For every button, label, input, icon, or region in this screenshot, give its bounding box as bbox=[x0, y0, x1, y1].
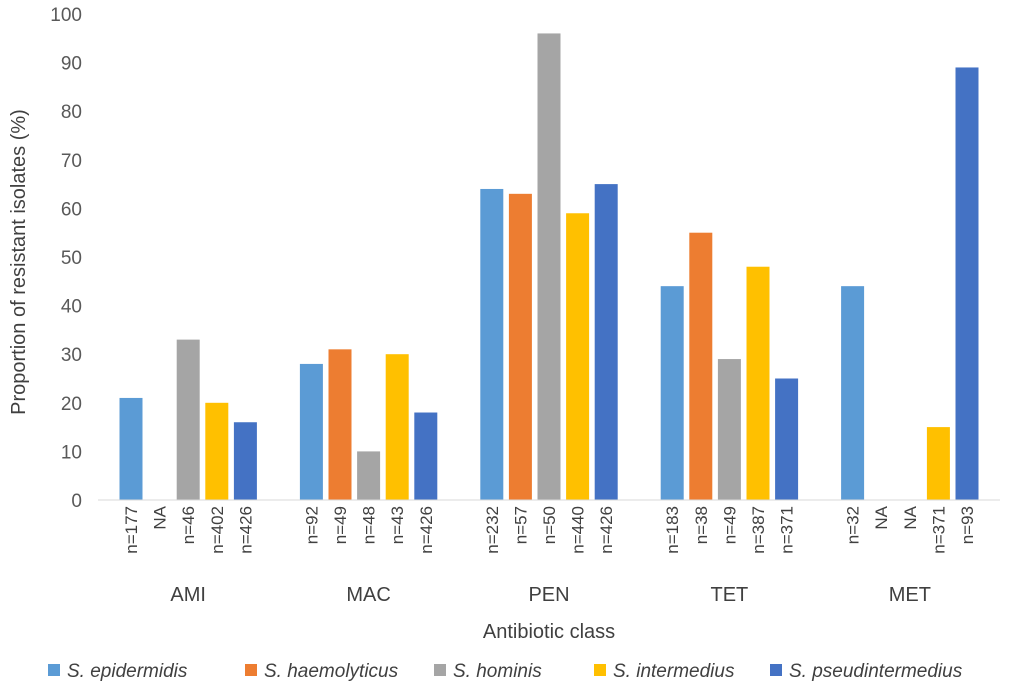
x-axis-title: Antibiotic class bbox=[483, 621, 615, 643]
bar bbox=[746, 266, 770, 500]
bar bbox=[689, 232, 713, 500]
sample-size-label: NA bbox=[151, 505, 170, 529]
y-tick-label: 90 bbox=[61, 54, 82, 75]
sample-size-label: n=371 bbox=[929, 506, 948, 554]
y-tick-label: 80 bbox=[61, 102, 82, 123]
sample-size-label: n=57 bbox=[511, 506, 530, 544]
legend-label: S. haemolyticus bbox=[264, 661, 399, 682]
bar bbox=[119, 397, 143, 500]
sample-size-label: n=440 bbox=[569, 506, 588, 554]
bar bbox=[205, 402, 229, 500]
bar bbox=[233, 422, 257, 500]
category-label: AMI bbox=[170, 584, 206, 606]
bar bbox=[566, 213, 590, 500]
sample-size-label: NA bbox=[901, 505, 920, 529]
sample-size-label: n=426 bbox=[236, 506, 255, 554]
legend-label: S. intermedius bbox=[613, 661, 735, 682]
bar bbox=[660, 286, 684, 500]
sample-size-label: NA bbox=[872, 505, 891, 529]
y-axis-title-group: Proportion of resistant isolates (%) bbox=[8, 109, 30, 415]
legend-label: S. pseudintermedius bbox=[789, 661, 963, 682]
category-label: MET bbox=[889, 584, 931, 606]
bar bbox=[414, 412, 438, 500]
bar bbox=[299, 363, 323, 500]
legend-swatch bbox=[434, 664, 446, 676]
y-tick-label: 60 bbox=[61, 199, 82, 220]
sample-size-label: n=48 bbox=[360, 506, 379, 544]
legend-swatch bbox=[245, 664, 257, 676]
bar bbox=[176, 339, 200, 500]
bars bbox=[119, 33, 979, 501]
bar bbox=[717, 359, 741, 500]
category-label: TET bbox=[711, 584, 749, 606]
sample-size-label: n=402 bbox=[208, 506, 227, 554]
y-tick-label: 70 bbox=[61, 151, 82, 172]
sample-size-label: n=232 bbox=[483, 506, 502, 554]
bar bbox=[508, 193, 532, 500]
y-tick-label: 50 bbox=[61, 248, 82, 269]
category-label: PEN bbox=[528, 584, 569, 606]
bar bbox=[841, 286, 865, 500]
sample-size-label: n=38 bbox=[692, 506, 711, 544]
category-labels: AMI MAC PEN TET MET bbox=[170, 584, 930, 606]
sample-size-label: n=426 bbox=[597, 506, 616, 554]
y-tick-label: 30 bbox=[61, 345, 82, 366]
sample-size-label: n=49 bbox=[720, 506, 739, 544]
legend-swatch bbox=[594, 664, 606, 676]
bar bbox=[537, 33, 561, 500]
y-axis-title: Proportion of resistant isolates (%) bbox=[8, 109, 30, 415]
sample-size-label: n=92 bbox=[302, 506, 321, 544]
legend-label: S. hominis bbox=[453, 661, 542, 682]
y-tick-label: 0 bbox=[71, 491, 82, 512]
sample-size-label: n=43 bbox=[388, 506, 407, 544]
bar bbox=[328, 349, 352, 500]
y-tick-label: 20 bbox=[61, 394, 82, 415]
bar bbox=[955, 67, 979, 501]
sample-size-label: n=426 bbox=[417, 506, 436, 554]
sample-size-label: n=32 bbox=[844, 506, 863, 544]
sample-size-labels: n=177 NA n=46 n=402 n=426 n=92 n=49 n=48 n=43 n=4… bbox=[122, 505, 977, 553]
bar bbox=[357, 451, 381, 500]
sample-size-label: n=46 bbox=[179, 506, 198, 544]
sample-size-label: n=50 bbox=[540, 506, 559, 544]
legend-swatch bbox=[770, 664, 782, 676]
y-tick-label: 100 bbox=[50, 5, 82, 26]
y-tick-label: 10 bbox=[61, 442, 82, 463]
bar bbox=[594, 184, 618, 500]
legend: S. epidermidis S. haemolyticus S. hominis S… bbox=[48, 661, 963, 682]
sample-size-label: n=387 bbox=[749, 506, 768, 554]
y-axis-ticks: 0 10 20 30 40 50 60 70 80 90 100 bbox=[50, 5, 82, 512]
bar bbox=[480, 188, 504, 500]
y-tick-label: 40 bbox=[61, 297, 82, 318]
legend-label: S. epidermidis bbox=[67, 661, 188, 682]
sample-size-label: n=183 bbox=[663, 506, 682, 554]
sample-size-label: n=49 bbox=[331, 506, 350, 544]
category-label: MAC bbox=[346, 584, 390, 606]
bar bbox=[775, 378, 799, 500]
bar bbox=[926, 427, 950, 500]
sample-size-label: n=177 bbox=[122, 506, 141, 554]
legend-swatch bbox=[48, 664, 60, 676]
sample-size-label: n=371 bbox=[778, 506, 797, 554]
sample-size-label: n=93 bbox=[958, 506, 977, 544]
bar bbox=[385, 354, 409, 500]
